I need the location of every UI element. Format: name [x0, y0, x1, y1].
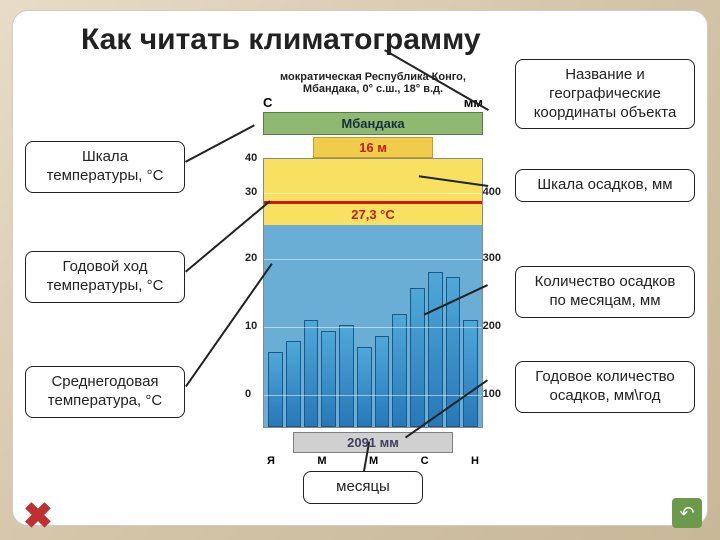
precip-bar: [304, 320, 319, 427]
month-label: Я: [267, 455, 275, 467]
precip-bar: [392, 314, 407, 427]
y-left-tick: 30: [245, 186, 257, 198]
precip-bar: [428, 272, 443, 427]
callout-temp-annual: Годовой ход температуры, °С: [25, 251, 185, 303]
callout-temp-scale: Шкала температуры, °С: [25, 141, 185, 193]
return-icon[interactable]: ↶: [672, 498, 702, 528]
grid-line: [264, 327, 482, 328]
precip-bar: [410, 288, 425, 427]
y-right-tick: 300: [483, 252, 501, 264]
callout-annual-precip: Годовое количество осадков, мм\год: [515, 361, 695, 413]
month-label: Н: [471, 455, 479, 467]
callout-precip-scale: Шкала осадков, мм: [515, 169, 695, 202]
precip-bar: [286, 341, 301, 427]
y-right-tick: 100: [483, 388, 501, 400]
y-left-tick: 10: [245, 320, 257, 332]
month-labels-row: ЯММСН: [267, 455, 479, 467]
chart-location-line1: мократическая Республика Конго,: [243, 71, 503, 83]
month-label: С: [421, 455, 429, 467]
elevation-band: 16 м: [313, 137, 433, 158]
precip-bar: [268, 352, 283, 427]
callout-name-coords: Название и географические координаты объ…: [515, 59, 695, 129]
precip-bar: [357, 347, 372, 427]
grid-line: [264, 193, 482, 194]
y-left-tick: 20: [245, 252, 257, 264]
grid-line: [264, 395, 482, 396]
precip-bar: [321, 331, 336, 427]
left-axis-label: С: [263, 95, 272, 110]
main-card: Как читать климатограмму мократическая Р…: [12, 10, 708, 526]
grid-line: [264, 259, 482, 260]
climatogram: мократическая Республика Конго, Мбандака…: [243, 71, 503, 491]
month-label: М: [317, 455, 326, 467]
y-right-tick: 200: [483, 320, 501, 332]
y-left-tick: 40: [245, 152, 257, 164]
callout-precip-monthly: Количество осадков по месяцам, мм: [515, 266, 695, 318]
station-name-band: Мбандака: [263, 112, 483, 135]
close-icon[interactable]: ✖: [20, 498, 56, 534]
plot-area: 27,3 °C: [263, 158, 483, 428]
callout-avg-temp: Среднегодовая температура, °С: [25, 366, 185, 418]
precip-bar: [375, 336, 390, 427]
y-right-tick: 400: [483, 186, 501, 198]
precip-bars: [268, 159, 478, 427]
chart-location-line2: Мбандака, 0° с.ш., 18° в.д.: [243, 83, 503, 95]
precip-bar: [339, 325, 354, 427]
callout-months: месяцы: [303, 471, 423, 504]
precip-bar: [463, 320, 478, 427]
month-label: М: [369, 455, 378, 467]
annual-precip-band: 2091 мм: [293, 432, 453, 453]
y-left-tick: 0: [245, 388, 251, 400]
